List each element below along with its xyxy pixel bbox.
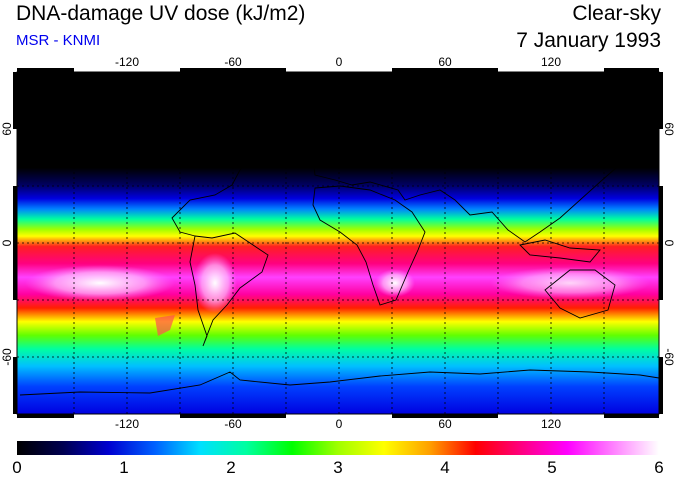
sky-condition-label: Clear-sky (572, 2, 661, 25)
lat-tick-label: 60 (0, 122, 14, 136)
frame-bottom-segment (604, 414, 659, 418)
frame-top-segment (17, 68, 74, 72)
map-title: DNA-damage UV dose (kJ/m2) (16, 2, 306, 25)
colorbar-label: 2 (226, 458, 236, 477)
lon-tick-label: 60 (438, 55, 452, 69)
hotspot-southern-africa (375, 269, 415, 297)
graticule (17, 72, 659, 414)
hotspot-australia (490, 267, 650, 299)
frame-right-segment (659, 72, 663, 129)
north-america-coast (74, 99, 259, 237)
andes-feature (155, 315, 175, 336)
greenland-coast (239, 111, 291, 156)
africa-coast (312, 185, 426, 306)
colorbar-label: 1 (119, 458, 129, 477)
frame-left-segment (13, 186, 17, 300)
lon-ticks-top: -120 -60 0 60 120 (115, 55, 561, 69)
colorbar-label: 4 (440, 458, 450, 477)
frame-bottom-segment (180, 414, 286, 418)
colorbar-label: 5 (547, 458, 557, 477)
lon-tick-label: 0 (336, 417, 343, 431)
lon-tick-label: -60 (224, 417, 242, 431)
colorbar-label: 6 (654, 458, 664, 477)
map-frame (13, 68, 663, 418)
frame-right-segment (659, 357, 663, 414)
frame-top-segment (392, 68, 498, 72)
colorbar-label: 0 (12, 458, 22, 477)
lon-tick-label: 0 (336, 55, 343, 69)
frame-bottom-segment (392, 414, 498, 418)
lon-tick-label: -120 (115, 55, 139, 69)
south-america-coast (189, 232, 269, 347)
colorbar-label: 3 (333, 458, 343, 477)
frame-left-segment (13, 72, 17, 129)
indonesia-coast (519, 239, 601, 263)
frame-left-segment (13, 357, 17, 414)
coastlines (19, 99, 659, 396)
lon-tick-label: -60 (224, 55, 242, 69)
lon-tick-label: 120 (541, 417, 561, 431)
source-label: MSR - KNMI (16, 32, 101, 49)
eurasia-coast (311, 117, 656, 243)
lat-tick-label: -60 (662, 348, 676, 366)
lat-ticks-right: 60 0 -60 (662, 122, 676, 366)
frame-top-segment (604, 68, 659, 72)
date-label: 7 January 1993 (516, 29, 661, 52)
frame-right-segment (659, 186, 663, 300)
lat-ticks-left: 60 0 -60 (0, 122, 14, 366)
antarctica-coast (19, 369, 659, 396)
lon-ticks-bottom: -120 -60 0 60 120 (115, 417, 561, 431)
lat-tick-label: 0 (0, 239, 14, 246)
uv-field (17, 72, 659, 414)
lon-tick-label: -120 (115, 417, 139, 431)
lat-tick-label: 60 (662, 122, 676, 136)
hotspot-south-pacific (25, 265, 175, 301)
lat-tick-label: -60 (0, 348, 14, 366)
colorbar (17, 441, 659, 455)
frame-bottom-segment (17, 414, 74, 418)
frame-top-segment (180, 68, 286, 72)
lon-tick-label: 60 (438, 417, 452, 431)
australia-coast (544, 269, 616, 319)
lon-tick-label: 120 (541, 55, 561, 69)
hotspot-south-america (193, 253, 237, 313)
lat-tick-label: 0 (662, 240, 676, 247)
